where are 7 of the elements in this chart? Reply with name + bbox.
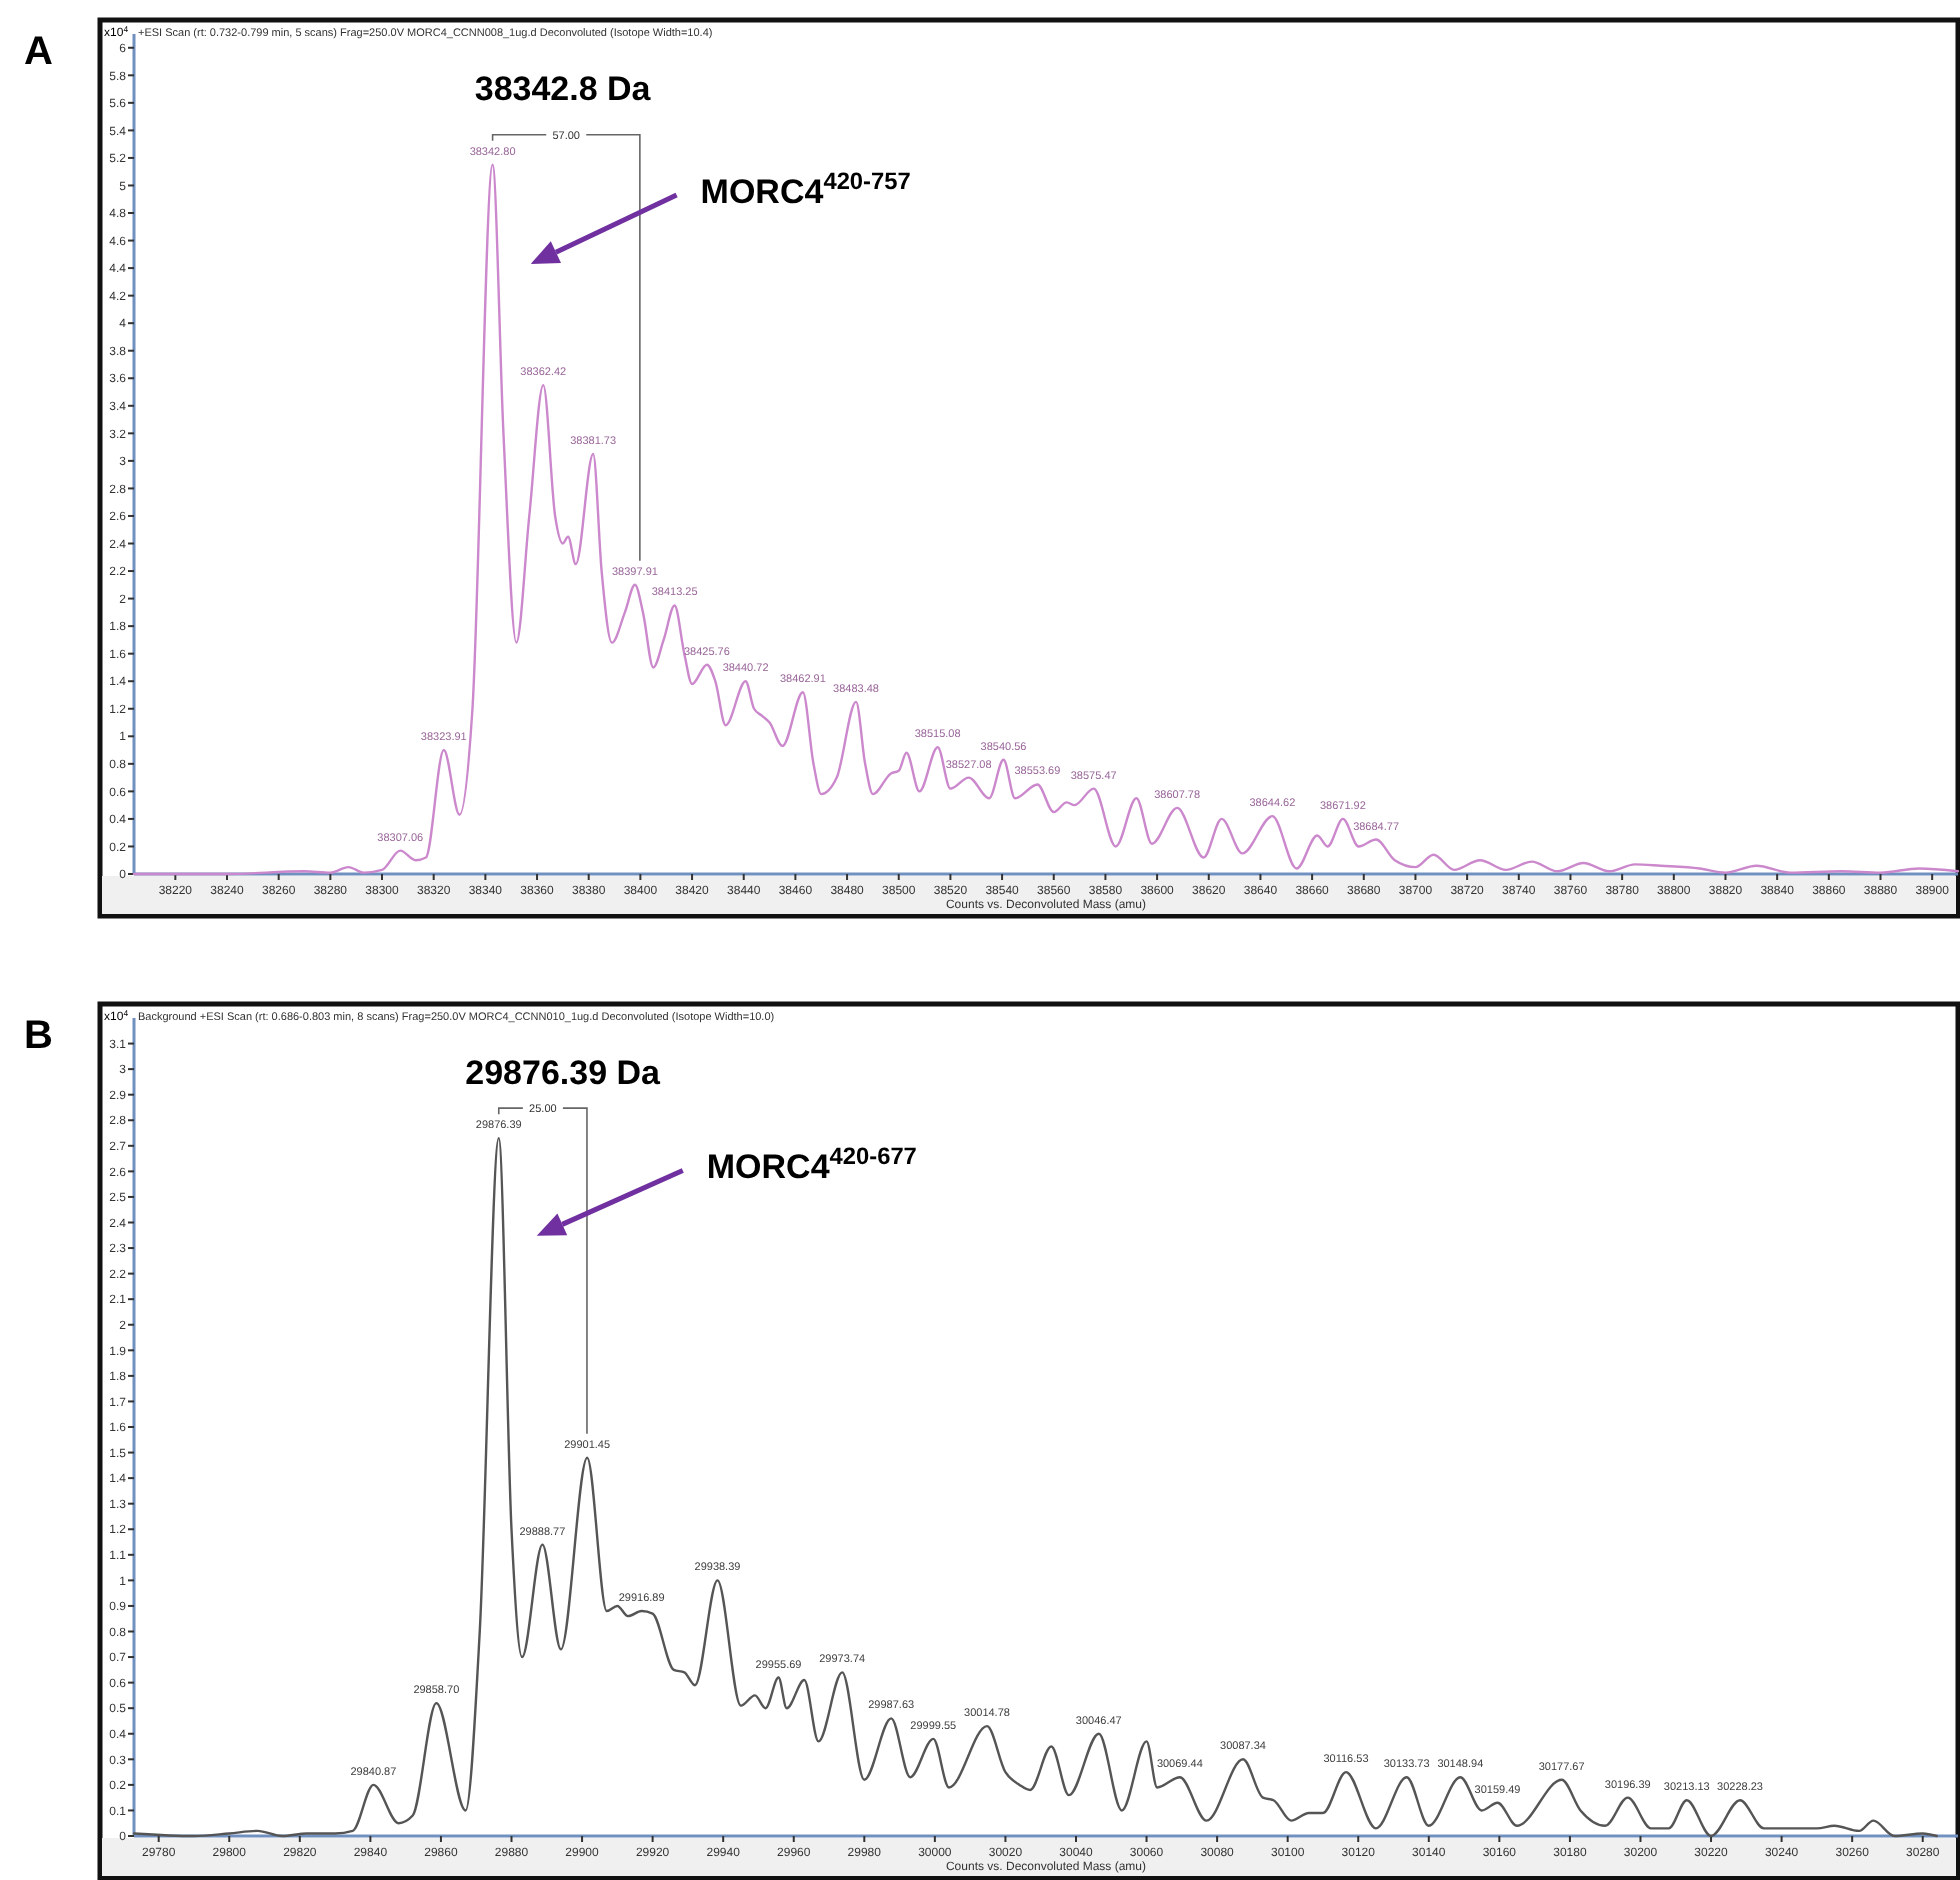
text: 38342.8 Da xyxy=(474,70,652,108)
chart-subtitle: B xyxy=(24,1014,53,1058)
text: 29876.39 Da xyxy=(465,1054,662,1092)
chart-subtitle: A xyxy=(24,30,53,74)
annotation: MORC4$^{420-757}$ xyxy=(700,167,912,212)
line-series xyxy=(132,1136,1939,1838)
annotation: MORC4$^{420-677}$ xyxy=(706,1142,918,1187)
